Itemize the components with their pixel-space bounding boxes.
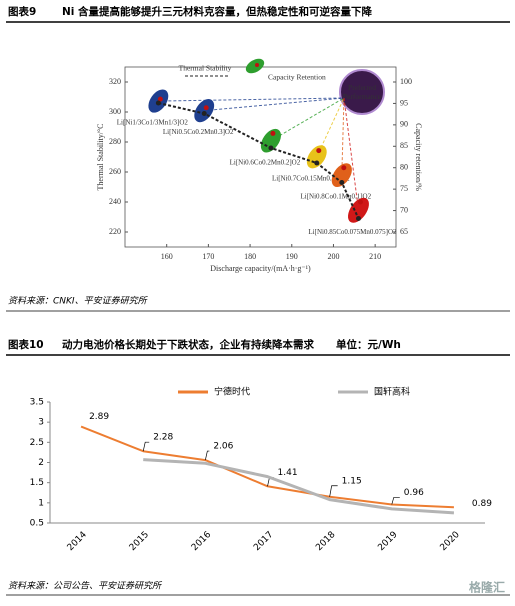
annotation: Preferred Performance: [343, 83, 382, 101]
y-tick-label: 260: [109, 167, 121, 176]
thermal-point: [268, 145, 274, 151]
source: 资料来源：公司公告、平安证券研究所: [8, 581, 163, 592]
watermark: 格隆汇: [469, 580, 505, 595]
retention-point: [316, 148, 322, 154]
y-tick-label: 0.5: [30, 519, 44, 529]
y-axis-title: Thermal Stability/°C: [96, 124, 105, 191]
y-tick-label: 1.5: [30, 478, 44, 488]
point-label: Li[Ni0.5Co0.2Mn0.3]O2: [163, 128, 234, 136]
point-label: Li[Ni0.8Co0.1Mn0.1]O2: [301, 193, 372, 201]
data-label: 1.41: [278, 468, 298, 478]
series-line: [80, 425, 454, 509]
x-tick-label: 180: [244, 252, 256, 261]
arrow: [270, 97, 345, 142]
point-label: Li[Ni0.7Co0.15Mn0.15]O2: [272, 174, 350, 182]
retention-point: [270, 130, 276, 136]
y2-tick-label: 70: [400, 205, 408, 214]
series-line: [143, 458, 455, 515]
thermal-point: [155, 100, 161, 106]
data-label: 0.96: [404, 488, 424, 498]
y2-tick-label: 85: [400, 141, 408, 150]
legend-label: 国轩高科: [374, 386, 410, 398]
x-tick-label: 2018: [314, 530, 337, 553]
y-tick-label: 3: [38, 418, 44, 428]
x-tick-label: 160: [161, 252, 173, 261]
figure-title: 动力电池价格长期处于下跌状态，企业有持续降本需求: [62, 338, 314, 351]
x-tick-label: 2019: [376, 530, 399, 553]
leader-line: [329, 485, 338, 497]
annotation-line: Preferred: [348, 83, 376, 92]
retention-point: [341, 165, 347, 171]
x-axis-title: Discharge capacity/(mA·h·g⁻¹): [210, 264, 311, 273]
y2-tick-label: 80: [400, 163, 408, 172]
legend-label: Capacity Retention: [268, 73, 326, 82]
y-tick-label: 2: [38, 458, 44, 468]
material-ellipse: [306, 145, 327, 169]
data-label: 0.89: [472, 499, 492, 509]
figure-title: Ni 含量提高能够提升三元材料克容量，但热稳定性和可逆容量下降: [62, 5, 373, 18]
figure-label: 图表9: [8, 5, 36, 18]
y-tick-label: 3.5: [30, 398, 44, 408]
y2-tick-label: 75: [400, 184, 408, 193]
thermal-line: [158, 102, 360, 219]
y2-tick-label: 95: [400, 98, 408, 107]
x-tick-label: 2020: [439, 530, 462, 553]
y-tick-label: 280: [109, 137, 121, 146]
x-tick-label: 2014: [66, 530, 89, 553]
point-label: Li[Ni0.85Co0.075Mn0.075]O2: [308, 228, 397, 236]
y2-axis-title: Capacity retention/%: [414, 123, 423, 191]
source: 资料来源：CNKI、平安证券研究所: [8, 296, 149, 307]
thermal-point: [201, 111, 207, 116]
thermal-point: [314, 160, 320, 166]
retention-point: [203, 105, 209, 111]
point-label: Li[Ni1/3Co1/3Mn1/3]O2: [117, 119, 189, 127]
y-tick-label: 220: [109, 227, 121, 236]
arrow: [341, 97, 345, 176]
x-tick-label: 170: [202, 252, 214, 261]
arrow: [343, 97, 359, 211]
data-label: 2.28: [153, 433, 173, 443]
x-tick-label: 2015: [128, 530, 151, 553]
y-tick-label: 240: [109, 197, 121, 206]
unit: 单位：元/Wh: [336, 338, 401, 351]
material-ellipse: [348, 197, 369, 223]
x-tick-label: 2017: [252, 530, 275, 553]
arrow: [204, 97, 345, 112]
x-tick-label: 210: [369, 252, 381, 261]
preferred-circle: [339, 69, 385, 115]
arrow: [158, 97, 345, 102]
y-tick-label: 2.5: [30, 438, 44, 448]
material-ellipse: [260, 128, 281, 153]
leader-line: [205, 450, 210, 461]
legend-swatch: [255, 63, 259, 67]
material-ellipse: [331, 163, 352, 187]
legend-label: 宁德时代: [214, 386, 250, 398]
y-tick-label: 320: [109, 77, 121, 86]
x-tick-label: 2016: [190, 530, 213, 553]
legend-swatch: [245, 58, 265, 74]
y-tick-label: 300: [109, 107, 121, 116]
data-label: 2.89: [89, 412, 109, 422]
x-tick-label: 190: [286, 252, 298, 261]
leader-line: [391, 497, 400, 505]
thermal-point: [355, 216, 361, 221]
y2-tick-label: 65: [400, 227, 408, 236]
data-label: 2.06: [213, 442, 233, 452]
annotation-line: Performance: [343, 92, 382, 101]
figure-label: 图表10: [8, 338, 44, 351]
thermal-point: [339, 180, 345, 185]
x-tick-label: 200: [327, 252, 339, 261]
y2-tick-label: 90: [400, 120, 408, 129]
data-label: 1.15: [342, 476, 362, 486]
legend-label: Thermal Stability: [179, 64, 232, 73]
retention-point: [157, 96, 163, 102]
point-label: Li[Ni0.6Co0.2Mn0.2]O2: [230, 158, 301, 166]
y2-tick-label: 100: [400, 77, 412, 86]
y-tick-label: 1: [38, 498, 44, 508]
retention-point: [357, 199, 363, 205]
leader-line: [142, 441, 150, 452]
